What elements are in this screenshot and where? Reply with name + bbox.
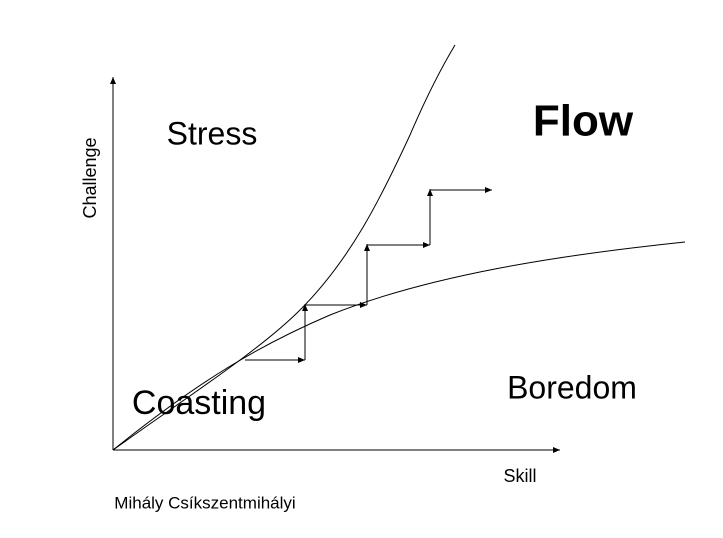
skill-curve: [112, 241, 686, 451]
credit: Mihály Csíkszentmihályi: [114, 493, 295, 512]
x-axis-label: Skill: [503, 466, 536, 486]
boredom-label: Boredom: [507, 369, 637, 405]
coasting-label: Coasting: [132, 384, 266, 422]
y-axis-label: Challenge: [80, 137, 100, 218]
stress-label: Stress: [167, 115, 258, 151]
challenge-curve: [112, 44, 456, 451]
staircase: [245, 187, 492, 363]
flow-label: Flow: [533, 97, 634, 146]
